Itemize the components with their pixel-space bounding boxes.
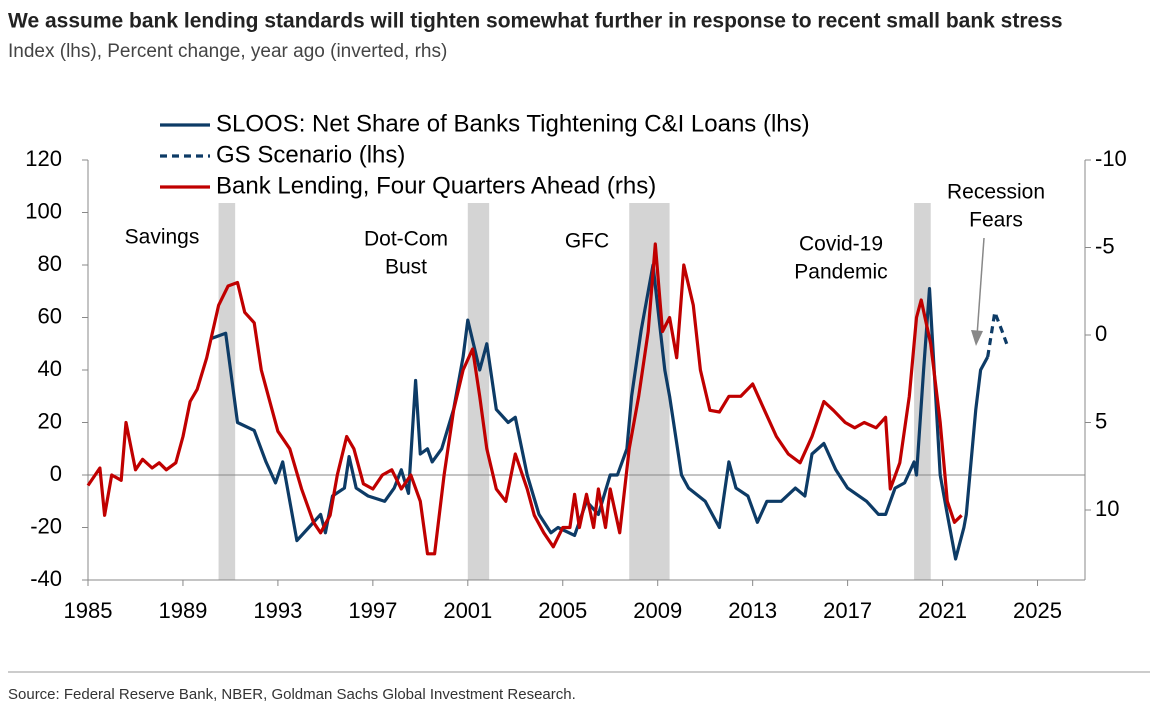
x-tick-label: 2009: [633, 598, 682, 623]
x-tick-label: 2017: [823, 598, 872, 623]
y-tick-label: 60: [38, 303, 62, 328]
y-tick-label: 80: [38, 251, 62, 276]
annotation: Pandemic: [794, 261, 887, 284]
x-tick-label: 2001: [443, 598, 492, 623]
y-tick-label: 20: [38, 408, 62, 433]
x-tick-label: 2005: [538, 598, 587, 623]
legend-label: Bank Lending, Four Quarters Ahead (rhs): [216, 172, 656, 199]
annotation-arrowhead: [971, 330, 983, 346]
y2-tick-label: -5: [1095, 233, 1115, 258]
x-tick-label: 2013: [728, 598, 777, 623]
y2-tick-label: 10: [1095, 496, 1119, 521]
y2-tick-label: 5: [1095, 408, 1107, 433]
chart-title: We assume bank lending standards will ti…: [8, 10, 1063, 33]
x-tick-label: 1993: [253, 598, 302, 623]
series-line: [986, 310, 1009, 358]
y-tick-label: 40: [38, 356, 62, 381]
y-tick-label: 120: [25, 146, 62, 171]
y2-tick-label: -10: [1095, 146, 1127, 171]
y-tick-label: 0: [50, 461, 62, 486]
source: Source: Federal Reserve Bank, NBER, Gold…: [8, 686, 576, 703]
y-tick-label: -20: [30, 513, 62, 538]
annotation: Dot-Com: [364, 228, 448, 251]
series-line: [210, 263, 990, 561]
recession-band: [629, 203, 670, 580]
annotation: Recession: [947, 181, 1045, 204]
x-tick-label: 1989: [158, 598, 207, 623]
annotation: Fears: [969, 209, 1023, 232]
annotation: Savings: [125, 226, 200, 249]
x-tick-label: 2021: [918, 598, 967, 623]
y-tick-label: -40: [30, 566, 62, 591]
x-tick-label: 2025: [1013, 598, 1062, 623]
series-line: [86, 242, 963, 556]
chart-subtitle: Index (lhs), Percent change, year ago (i…: [8, 41, 447, 62]
y-tick-label: 100: [25, 198, 62, 223]
x-tick-label: 1997: [348, 598, 397, 623]
annotation: Bust: [385, 256, 427, 279]
legend-label: GS Scenario (lhs): [216, 141, 405, 168]
annotation: GFC: [565, 230, 609, 253]
annotation: Covid-19: [799, 233, 883, 256]
legend-label: SLOOS: Net Share of Banks Tightening C&I…: [216, 110, 810, 137]
y2-tick-label: 0: [1095, 321, 1107, 346]
x-tick-label: 1985: [64, 598, 113, 623]
annotation-arrow: [976, 237, 985, 337]
